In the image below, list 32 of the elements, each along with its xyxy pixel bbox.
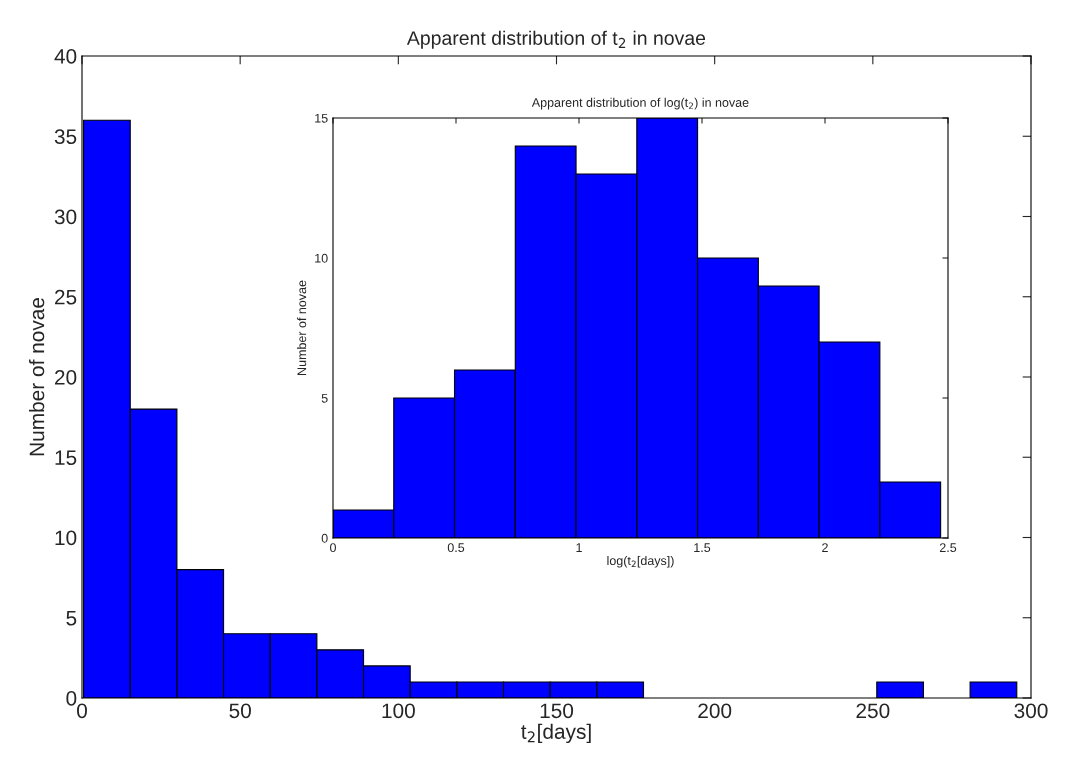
y-tick-label: 40 [54,49,77,64]
y-tick-label: 5 [66,610,77,626]
y-axis-title: Number of novae [28,298,45,456]
y-tick-label: 20 [55,370,77,385]
y-tick-label: 0 [66,691,77,706]
x-tick-label: 50 [229,703,251,719]
x-tick-label: 0 [77,703,87,719]
y-tick-label: 5 [321,393,328,403]
x-tick-label: 150 [540,703,574,719]
y-tick-label: 35 [54,129,77,144]
x-axis-title: t$_{2}$[days] [521,723,591,744]
x-tick-label: 200 [698,703,732,719]
x-tick-label: 2 [822,543,828,552]
x-tick-label: 0.5 [447,543,465,553]
y-tick-label: 10 [55,530,77,546]
chart-title: Apparent distribution of log(t$_{2}$) in novae [531,97,749,110]
y-tick-label: 15 [55,450,77,465]
x-tick-label: 250 [856,703,890,719]
x-tick-label: 0 [330,543,336,553]
x-tick-label: 2.5 [939,543,957,553]
y-axis-title: Number of novae [297,280,307,375]
x-axis-title: log(t$_{2}$[days]) [607,555,674,568]
y-tick-label: 30 [54,209,77,225]
x-tick-label: 1 [576,543,582,552]
y-tick-label: 0 [321,533,328,543]
y-tick-label: 25 [55,289,77,305]
y-tick-label: 10 [315,253,328,263]
chart-title: Apparent distribution of t$_{2}$ in novae [406,30,706,49]
x-tick-label: 1.5 [694,543,711,553]
x-tick-label: 300 [1014,703,1048,719]
x-tick-label: 100 [382,703,415,719]
y-tick-label: 15 [315,113,328,123]
